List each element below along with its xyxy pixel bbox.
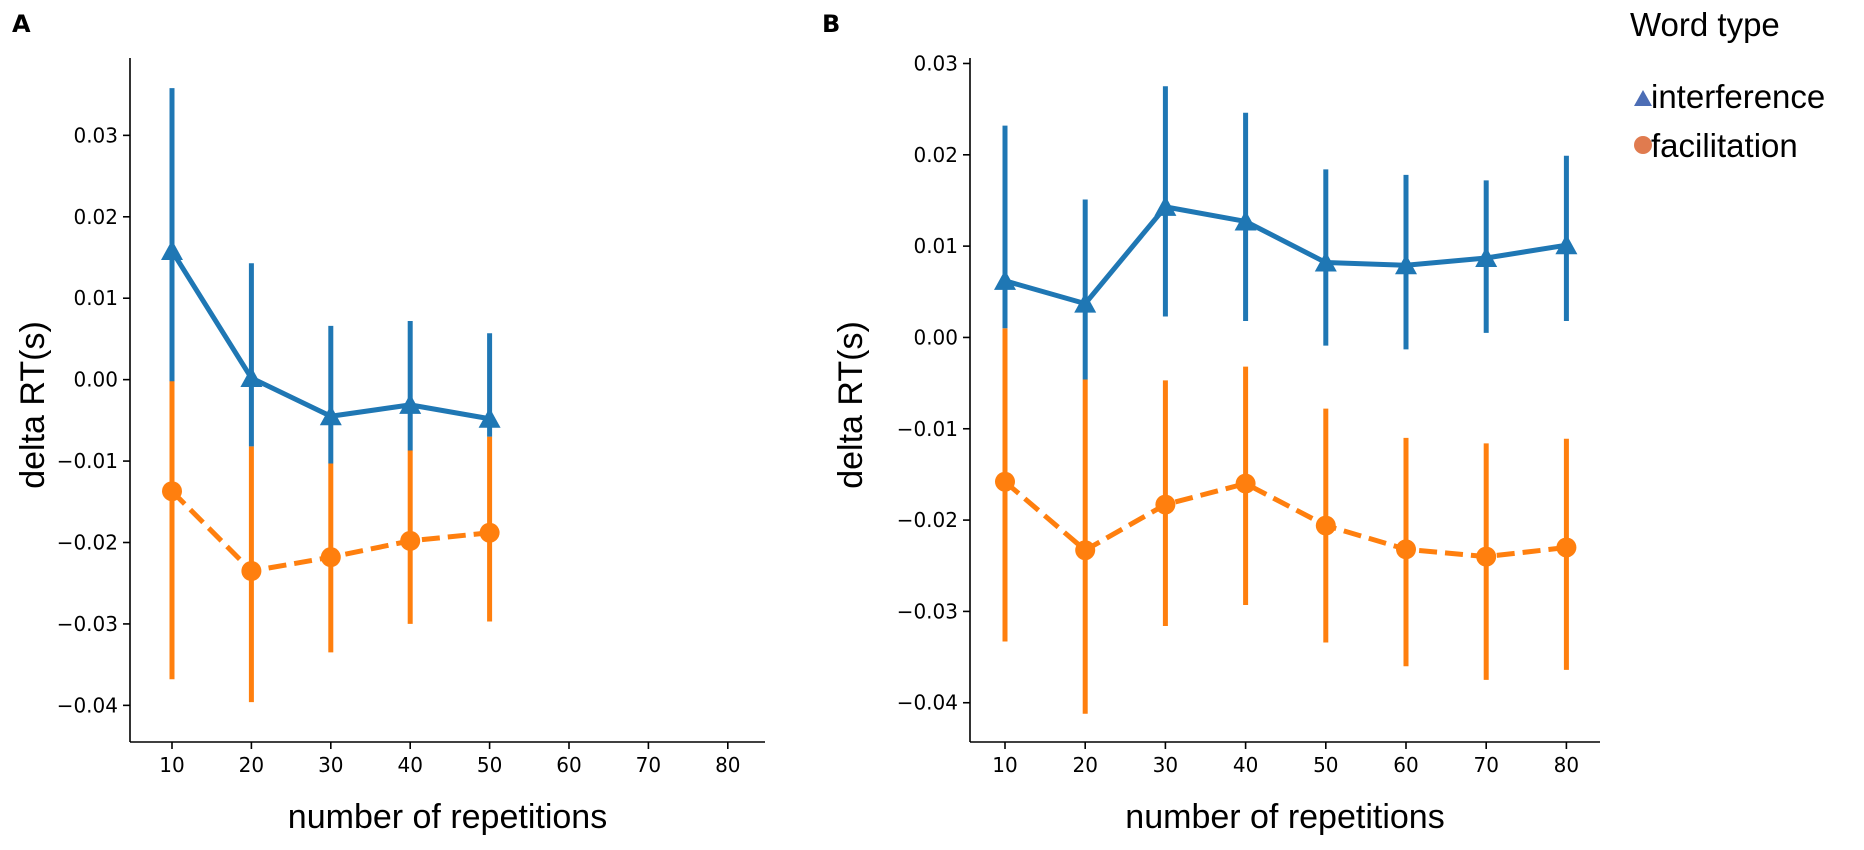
data-point-interference xyxy=(319,405,342,426)
series-line-interference xyxy=(1004,204,1567,307)
data-point-facilitation xyxy=(479,522,500,543)
data-point-interference xyxy=(1395,254,1417,275)
legend-title: Word type xyxy=(1630,6,1780,43)
data-point-interference xyxy=(994,269,1016,290)
x-tick-label: 50 xyxy=(1313,753,1338,777)
data-point-interference xyxy=(1074,292,1097,313)
y-tick-label: 0.00 xyxy=(73,368,118,392)
y-tick-label: −0.04 xyxy=(897,691,958,715)
x-tick-label: 10 xyxy=(159,753,184,777)
data-point-facilitation xyxy=(320,547,341,568)
panel-label: A xyxy=(12,10,31,38)
data-point-facilitation xyxy=(1315,515,1336,536)
y-tick-label: 0.00 xyxy=(913,325,958,349)
data-point-facilitation xyxy=(162,481,182,502)
y-tick-label: −0.01 xyxy=(897,417,958,441)
x-tick-label: 20 xyxy=(1072,753,1097,777)
x-tick-label: 60 xyxy=(1393,753,1418,777)
data-point-interference xyxy=(1555,234,1578,255)
y-tick-label: 0.01 xyxy=(73,286,118,310)
x-tick-label: 30 xyxy=(1153,753,1178,777)
data-point-facilitation xyxy=(1476,546,1497,567)
data-point-interference xyxy=(1475,246,1498,267)
x-axis-label: number of repetitions xyxy=(1125,798,1444,836)
data-point-facilitation xyxy=(241,561,262,581)
y-tick-label: −0.03 xyxy=(57,612,118,636)
data-point-interference xyxy=(240,367,263,388)
x-tick-label: 50 xyxy=(477,753,502,777)
x-tick-label: 60 xyxy=(556,753,581,777)
data-point-interference xyxy=(161,239,183,260)
data-point-interference xyxy=(399,393,422,414)
panel-a: A 0.03 0.02 0.01 0.00 −0.01 −0.02 −0.03 −0.04 10 2… xyxy=(12,10,765,836)
data-point-interference xyxy=(1314,251,1337,272)
circle-icon xyxy=(1634,136,1652,154)
y-tick-label: 0.03 xyxy=(913,51,958,75)
data-point-interference xyxy=(1234,210,1257,231)
y-tick-label: 0.01 xyxy=(913,234,958,258)
y-tick-label: −0.04 xyxy=(57,693,118,717)
x-tick-label: 80 xyxy=(715,753,740,777)
data-point-facilitation xyxy=(1235,473,1256,494)
panel-b: B 0.03 0.02 0.01 0.00 −0.01 −0.02 −0.03 −0.04 10 2… xyxy=(822,10,1600,836)
x-axis-label: number of repetitions xyxy=(288,798,607,836)
y-axis-label: delta RT(s) xyxy=(832,321,870,489)
y-tick-label: 0.02 xyxy=(913,143,958,167)
data-point-interference xyxy=(478,407,501,428)
legend-item-facilitation: facilitation xyxy=(1651,127,1798,164)
y-tick-label: −0.02 xyxy=(897,508,958,532)
data-point-facilitation xyxy=(1556,537,1577,558)
triangle-icon xyxy=(1634,90,1652,106)
x-tick-label: 70 xyxy=(636,753,661,777)
legend: Word type interference facilitation xyxy=(1630,6,1825,164)
y-axis-label: delta RT(s) xyxy=(14,321,52,489)
x-tick-label: 10 xyxy=(992,753,1017,777)
x-tick-label: 80 xyxy=(1554,753,1579,777)
panel-label: B xyxy=(822,10,840,38)
x-tick-label: 70 xyxy=(1473,753,1498,777)
data-point-facilitation xyxy=(1396,539,1416,560)
y-tick-label: 0.03 xyxy=(73,123,118,147)
legend-item-interference: interference xyxy=(1651,78,1825,115)
data-point-facilitation xyxy=(1075,540,1096,561)
data-point-facilitation xyxy=(400,530,421,551)
data-point-interference xyxy=(1154,195,1177,216)
x-tick-label: 30 xyxy=(318,753,343,777)
series-line-facilitation xyxy=(1003,479,1567,560)
x-tick-label: 40 xyxy=(397,753,422,777)
y-tick-label: −0.03 xyxy=(897,599,958,623)
y-tick-label: 0.02 xyxy=(73,205,118,229)
x-tick-label: 40 xyxy=(1233,753,1258,777)
x-tick-label: 20 xyxy=(239,753,264,777)
y-tick-label: −0.01 xyxy=(57,449,118,473)
data-point-facilitation xyxy=(1155,494,1176,515)
data-point-facilitation xyxy=(995,471,1015,492)
y-tick-label: −0.02 xyxy=(57,531,118,555)
